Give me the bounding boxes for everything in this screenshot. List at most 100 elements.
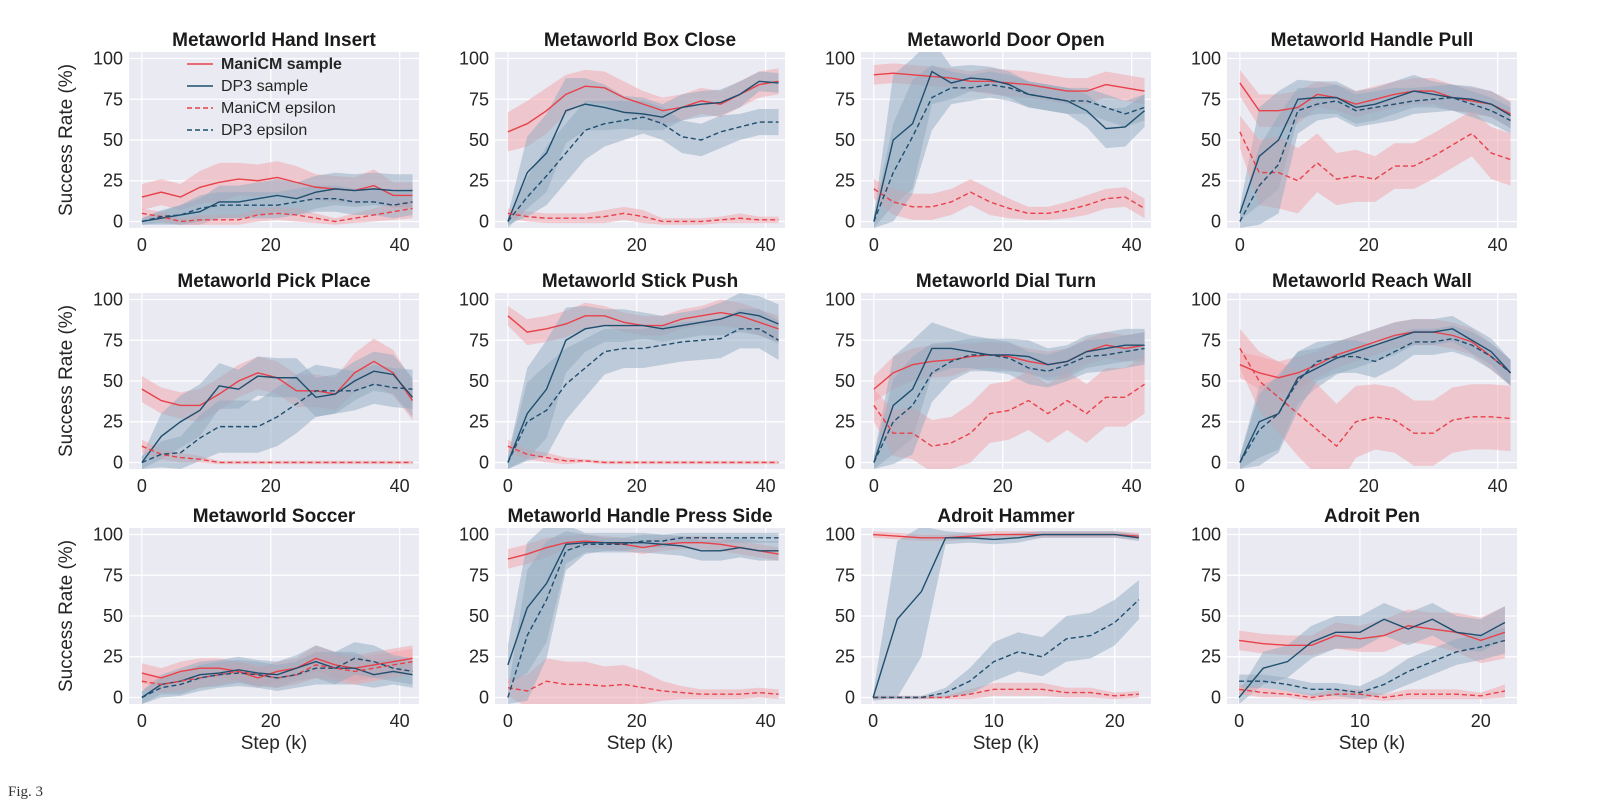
- x-tick-label: 0: [869, 235, 879, 255]
- x-tick-label: 40: [390, 711, 410, 731]
- x-tick-label: 20: [1359, 476, 1379, 496]
- y-tick-label: 100: [1191, 525, 1221, 545]
- line-dp3-epsilon: [507, 537, 779, 698]
- x-tick-label: 0: [503, 711, 513, 731]
- y-tick-label: 0: [113, 452, 123, 472]
- band-dp3-sample: [507, 528, 779, 685]
- y-tick-label: 75: [103, 330, 123, 350]
- y-tick-label: 25: [835, 647, 855, 667]
- chart-title: Metaworld Dial Turn: [916, 271, 1096, 292]
- line-manicm-epsilon: [873, 188, 1145, 215]
- y-tick-label: 50: [103, 606, 123, 626]
- y-axis-label: Success Rate (%): [56, 64, 77, 216]
- x-tick-label: 40: [1122, 235, 1142, 255]
- y-tick-label: 75: [835, 565, 855, 585]
- line-dp3-sample: [872, 533, 1140, 698]
- band-dp3-epsilon: [1239, 84, 1511, 228]
- y-tick-label: 100: [459, 525, 489, 545]
- line-manicm-epsilon: [873, 383, 1145, 447]
- chart-panel-2: 0 25 50 75 100 0 20 40 Metaworld Box Close: [459, 30, 785, 255]
- chart-title: Adroit Hammer: [937, 506, 1075, 527]
- y-tick-label: 50: [469, 371, 489, 391]
- plot-marks: [1239, 315, 1512, 469]
- line-manicm-epsilon: [141, 445, 413, 464]
- x-tick-label: 0: [1235, 235, 1245, 255]
- plot-marks: [873, 52, 1146, 228]
- chart-panel-5: 0 25 50 75 100 0 20 40 Metaworld Pick Place Succe…: [56, 271, 419, 496]
- y-tick-label: 100: [825, 290, 855, 310]
- x-tick-label: 20: [993, 235, 1013, 255]
- y-tick-label: 0: [113, 211, 123, 231]
- line-dp3-epsilon: [507, 328, 779, 463]
- figure-caption: Fig. 3: [8, 784, 43, 800]
- y-tick-label: 100: [459, 49, 489, 69]
- y-tick-label: 50: [1201, 130, 1221, 150]
- y-tick-label: 0: [479, 452, 489, 472]
- line-manicm-epsilon: [507, 680, 779, 695]
- legend-label: DP3 epsilon: [221, 122, 307, 139]
- plot-marks: [507, 68, 779, 228]
- line-manicm-sample: [873, 72, 1145, 92]
- x-tick-label: 0: [137, 711, 147, 731]
- chart-panel-4: 0 25 50 75 100 0 20 40 Metaworld Handle Pull: [1191, 30, 1517, 255]
- y-tick-label: 100: [1191, 290, 1221, 310]
- chart-panel-3: 0 25 50 75 100 0 20 40 Metaworld Door Open: [825, 30, 1151, 255]
- x-tick-label: 0: [869, 476, 879, 496]
- y-tick-label: 25: [103, 647, 123, 667]
- y-tick-label: 50: [469, 130, 489, 150]
- y-tick-label: 100: [93, 49, 123, 69]
- chart-title: Metaworld Reach Wall: [1272, 271, 1472, 292]
- x-axis-label: Step (k): [607, 733, 674, 754]
- chart-panel-6: 0 25 50 75 100 0 20 40 Metaworld Stick Push: [459, 271, 785, 496]
- y-tick-label: 75: [835, 330, 855, 350]
- line-manicm-epsilon: [1239, 348, 1511, 448]
- line-manicm-epsilon: [1239, 131, 1511, 182]
- y-tick-label: 50: [1201, 606, 1221, 626]
- band-dp3-epsilon: [141, 642, 413, 704]
- line-manicm-epsilon: [141, 207, 413, 223]
- line-dp3-epsilon: [1239, 639, 1506, 694]
- chart-panel-10: 0 25 50 75 100 0 20 40 Metaworld Handle Press Si…: [459, 506, 785, 754]
- y-tick-label: 25: [469, 647, 489, 667]
- x-tick-label: 40: [1488, 235, 1508, 255]
- x-tick-label: 0: [137, 476, 147, 496]
- chart-title: Metaworld Hand Insert: [172, 30, 376, 51]
- band-manicm-epsilon: [873, 354, 1145, 469]
- y-tick-label: 0: [845, 687, 855, 707]
- chart-panel-9: 0 25 50 75 100 0 20 40 Metaworld Soccer Success R…: [56, 506, 419, 754]
- y-tick-label: 25: [1201, 171, 1221, 191]
- band-dp3-epsilon: [507, 309, 779, 469]
- x-tick-label: 40: [1122, 476, 1142, 496]
- x-tick-label: 0: [1235, 476, 1245, 496]
- y-tick-label: 0: [1211, 687, 1221, 707]
- chart-panel-1: 0 25 50 75 100 0 20 40 Metaworld Hand Insert Succ…: [56, 30, 419, 255]
- y-tick-label: 75: [103, 565, 123, 585]
- chart-panel-11: 0 25 50 75 100 0 10 20 Adroit Hammer Step (k): [825, 506, 1151, 754]
- x-tick-label: 40: [756, 476, 776, 496]
- line-manicm-sample: [141, 657, 413, 679]
- y-tick-label: 75: [469, 89, 489, 109]
- line-dp3-epsilon: [873, 83, 1145, 222]
- y-tick-label: 50: [1201, 371, 1221, 391]
- line-dp3-sample: [873, 70, 1146, 222]
- line-dp3-sample: [507, 541, 779, 666]
- y-tick-label: 25: [835, 412, 855, 432]
- y-tick-label: 50: [103, 130, 123, 150]
- x-tick-label: 0: [1234, 711, 1244, 731]
- y-tick-label: 0: [113, 687, 123, 707]
- band-dp3-sample: [507, 71, 779, 228]
- chart-panel-7: 0 25 50 75 100 0 20 40 Metaworld Dial Turn: [825, 271, 1151, 496]
- y-tick-label: 100: [825, 525, 855, 545]
- chart-panel-8: 0 25 50 75 100 0 20 40 Metaworld Reach Wall: [1191, 271, 1517, 496]
- plot-marks: [872, 528, 1140, 701]
- line-manicm-epsilon: [507, 212, 779, 223]
- line-dp3-sample: [1239, 90, 1511, 214]
- line-manicm-sample: [141, 176, 413, 198]
- y-axis-label: Success Rate (%): [56, 540, 77, 692]
- y-tick-label: 50: [469, 606, 489, 626]
- line-dp3-sample: [507, 80, 779, 222]
- x-tick-label: 0: [868, 711, 878, 731]
- y-tick-label: 75: [835, 89, 855, 109]
- x-tick-label: 20: [261, 476, 281, 496]
